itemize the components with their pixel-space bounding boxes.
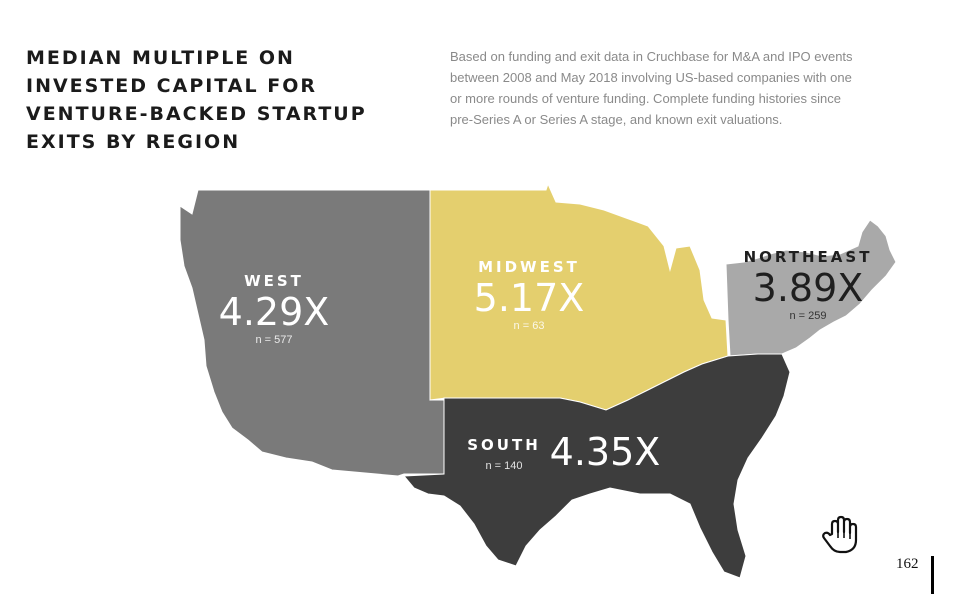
page-number-bar <box>931 556 934 594</box>
region-sample-size: n = 259 <box>789 310 827 322</box>
description-line: pre-Series A or Series A stage, and know… <box>450 112 783 127</box>
description-line: Based on funding and exit data in Cruchb… <box>450 49 853 64</box>
region-midwest-label: MIDWEST 5.17X n = 63 <box>464 258 594 332</box>
region-value: 5.17X <box>473 276 585 320</box>
region-northeast[interactable] <box>725 219 897 357</box>
region-south[interactable] <box>402 353 791 579</box>
title-line: MEDIAN MULTIPLE ON <box>26 47 295 69</box>
region-sample-size: n = 140 <box>485 460 523 472</box>
region-south-value-label: 4.35X <box>548 430 662 474</box>
region-value: 4.29X <box>218 290 330 334</box>
region-west-label: WEST 4.29X n = 577 <box>214 272 334 346</box>
region-sample-size: n = 577 <box>255 334 293 346</box>
hand-pointer-icon[interactable] <box>818 512 862 556</box>
region-northeast-label: NORTHEAST 3.89X n = 259 <box>738 248 878 322</box>
title-line: VENTURE-BACKED STARTUP <box>26 103 367 125</box>
page-title: MEDIAN MULTIPLE ON INVESTED CAPITAL FOR … <box>26 44 386 156</box>
description-line: or more rounds of venture funding. Compl… <box>450 91 841 106</box>
page-number: 162 <box>896 556 919 572</box>
description: Based on funding and exit data in Cruchb… <box>450 46 900 130</box>
region-name: NORTHEAST <box>743 248 873 266</box>
region-name: MIDWEST <box>478 258 580 276</box>
title-line: EXITS BY REGION <box>26 131 241 153</box>
description-line: between 2008 and May 2018 involving US-b… <box>450 70 852 85</box>
region-value: 3.89X <box>752 266 864 310</box>
region-name: WEST <box>244 272 304 290</box>
title-line: INVESTED CAPITAL FOR <box>26 75 317 97</box>
region-name: SOUTH <box>467 436 541 454</box>
region-sample-size: n = 63 <box>513 320 545 332</box>
region-south-label: SOUTH n = 140 <box>464 436 544 472</box>
region-value: 4.35X <box>549 430 661 474</box>
